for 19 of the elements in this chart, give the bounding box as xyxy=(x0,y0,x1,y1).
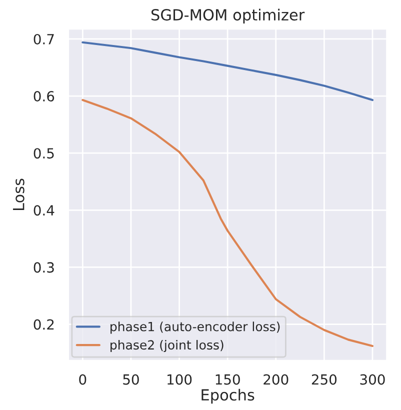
legend-label: phase1 (auto-encoder loss) xyxy=(110,322,280,334)
y-tick-label: 0.3 xyxy=(34,262,54,273)
x-tick-label: 50 xyxy=(123,374,139,385)
y-tick-label: 0.7 xyxy=(34,34,54,44)
x-tick-label: 250 xyxy=(312,374,337,385)
legend-label: phase2 (joint loss) xyxy=(110,340,224,352)
y-tick-label: 0.6 xyxy=(34,91,54,102)
x-axis-title: Epochs xyxy=(202,388,254,404)
x-tick-label: 200 xyxy=(264,374,288,385)
x-tick-label: 300 xyxy=(360,374,385,385)
x-tick-label: 100 xyxy=(168,374,192,385)
y-tick-label: 0.5 xyxy=(34,148,54,159)
x-tick-label: 150 xyxy=(216,374,240,385)
y-tick-label: 0.4 xyxy=(34,205,54,216)
x-tick-label: 0 xyxy=(79,374,86,385)
y-tick-label: 0.2 xyxy=(34,319,54,330)
line-series xyxy=(82,41,374,102)
y-axis-title: Loss xyxy=(13,178,24,210)
chart-title: SGD-MOM optimizer xyxy=(151,8,305,24)
